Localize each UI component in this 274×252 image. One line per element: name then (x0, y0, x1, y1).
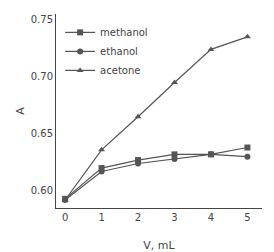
svg-text:V, mL: V, mL (143, 239, 175, 252)
svg-text:ethanol: ethanol (100, 46, 138, 57)
svg-text:0: 0 (62, 212, 68, 223)
svg-text:acetone: acetone (100, 65, 140, 76)
svg-text:0.60: 0.60 (31, 185, 53, 196)
svg-text:3: 3 (171, 212, 177, 223)
svg-text:2: 2 (135, 212, 141, 223)
svg-text:0.75: 0.75 (31, 14, 53, 25)
svg-text:4: 4 (208, 212, 214, 223)
svg-text:0.65: 0.65 (31, 128, 53, 139)
svg-text:5: 5 (244, 212, 250, 223)
svg-text:1: 1 (98, 212, 104, 223)
svg-text:A: A (14, 107, 27, 115)
svg-text:0.70: 0.70 (31, 71, 53, 82)
svg-text:methanol: methanol (100, 27, 148, 38)
